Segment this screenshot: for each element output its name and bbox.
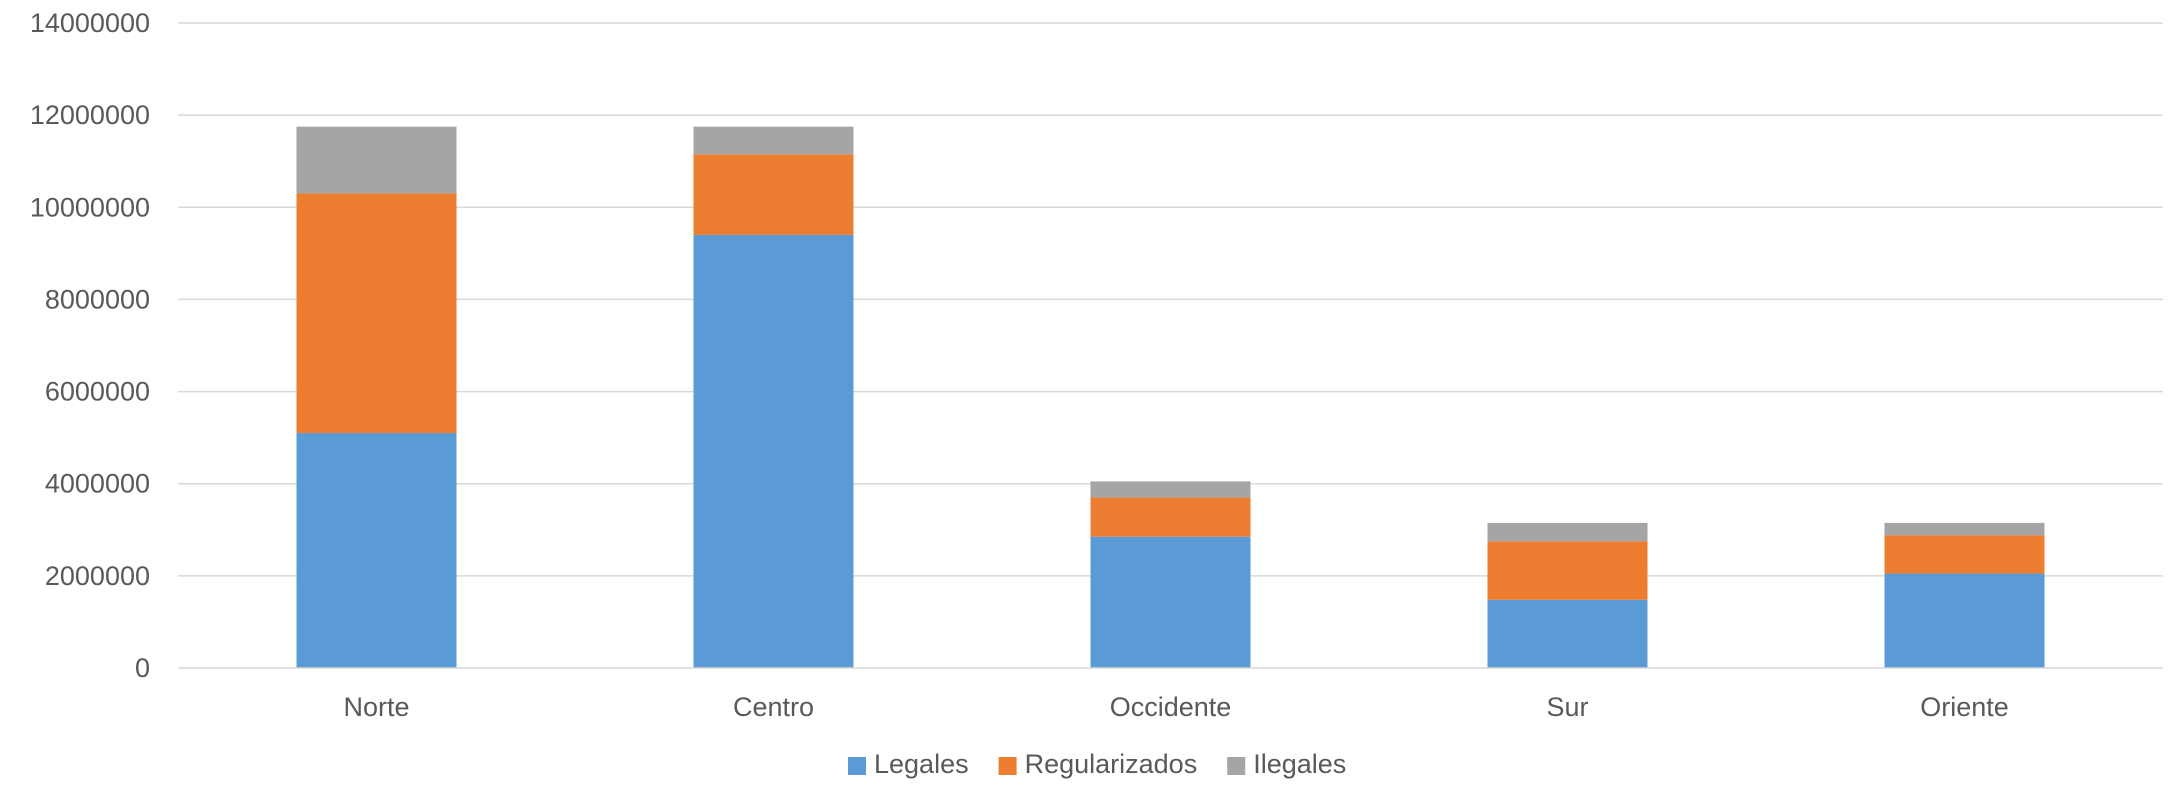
bar-ilegales-norte	[296, 126, 457, 194]
y-tick-label: 6000000	[45, 377, 150, 407]
bar-legales-centro	[693, 234, 854, 668]
bar-regularizados-centro	[693, 154, 854, 235]
legend-label: Regularizados	[1025, 749, 1198, 779]
x-axis-ticks: Norte Centro Occidente Sur Oriente	[343, 692, 2008, 722]
bar-legales-oriente	[1884, 573, 2045, 668]
legend-swatch-legales	[848, 757, 866, 775]
x-tick-label: Norte	[343, 692, 409, 722]
bar-ilegales-occidente	[1090, 481, 1251, 498]
legend-swatch-regularizados	[998, 757, 1017, 775]
y-axis-ticks: 0 2000000 4000000 6000000 8000000 10000000 120…	[30, 8, 150, 683]
y-tick-label: 0	[135, 653, 150, 683]
legend-label: Ilegales	[1253, 749, 1346, 779]
y-tick-label: 2000000	[45, 561, 150, 591]
y-tick-label: 14000000	[30, 8, 150, 38]
bar-regularizados-occidente	[1090, 497, 1251, 537]
x-tick-label: Oriente	[1920, 692, 2009, 722]
y-tick-label: 4000000	[45, 469, 150, 499]
x-tick-label: Centro	[733, 692, 814, 722]
legend: Legales Regularizados Ilegales	[848, 749, 1346, 779]
bar-ilegales-oriente	[1884, 522, 2045, 536]
x-tick-label: Sur	[1546, 692, 1588, 722]
y-tick-label: 10000000	[30, 192, 150, 222]
bar-regularizados-oriente	[1884, 535, 2045, 574]
gridlines	[178, 22, 2163, 577]
bar-legales-occidente	[1090, 536, 1251, 668]
y-tick-label: 8000000	[45, 284, 150, 314]
legend-swatch-ilegales	[1227, 757, 1246, 775]
bar-regularizados-sur	[1487, 541, 1648, 600]
bar-legales-sur	[1487, 599, 1648, 668]
y-tick-label: 12000000	[30, 100, 150, 130]
bar-ilegales-centro	[693, 126, 854, 155]
bar-legales-norte	[296, 433, 457, 668]
bar-regularizados-norte	[296, 193, 457, 434]
bars	[296, 126, 2045, 668]
bar-ilegales-sur	[1487, 522, 1648, 542]
x-tick-label: Occidente	[1110, 692, 1232, 722]
legend-label: Legales	[874, 749, 969, 779]
